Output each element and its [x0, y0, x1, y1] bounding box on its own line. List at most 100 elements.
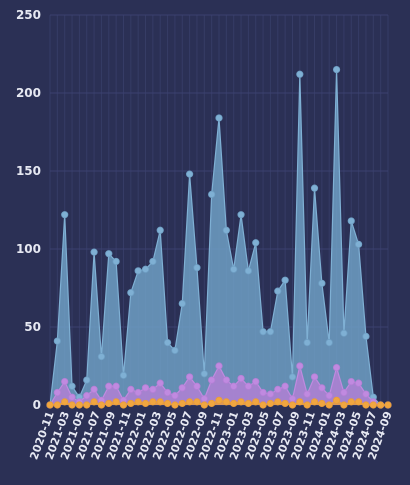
- data-point: [252, 398, 260, 406]
- data-point: [112, 398, 120, 406]
- series-0: [46, 66, 392, 409]
- data-point: [325, 338, 333, 347]
- data-point: [318, 384, 326, 392]
- data-point: [288, 401, 297, 409]
- data-point: [97, 401, 106, 409]
- data-point: [215, 362, 223, 370]
- y-tick-label: 50: [24, 320, 41, 334]
- data-point: [149, 385, 157, 393]
- data-point: [61, 377, 69, 386]
- data-point: [186, 373, 194, 381]
- data-point: [252, 377, 260, 386]
- data-point: [90, 385, 98, 393]
- data-point: [237, 211, 245, 219]
- data-point: [200, 401, 208, 409]
- y-tick-label: 250: [16, 8, 41, 22]
- data-point: [303, 401, 311, 409]
- series-area: [50, 366, 388, 405]
- data-point: [178, 299, 186, 308]
- data-point: [222, 376, 230, 384]
- data-point: [193, 398, 201, 406]
- data-point: [230, 382, 238, 390]
- data-point: [296, 398, 304, 406]
- data-point: [318, 399, 326, 408]
- data-point: [68, 382, 76, 390]
- data-point: [163, 399, 172, 408]
- data-point: [215, 396, 223, 404]
- data-point: [222, 398, 230, 406]
- data-point: [296, 362, 304, 370]
- y-tick-label: 100: [16, 242, 41, 256]
- data-point: [178, 384, 186, 392]
- data-point: [266, 390, 275, 398]
- data-point: [347, 377, 355, 386]
- data-point: [259, 388, 267, 397]
- data-point: [53, 388, 61, 397]
- data-point: [200, 395, 208, 403]
- data-point: [252, 239, 260, 247]
- data-point: [288, 395, 297, 403]
- data-point: [215, 114, 223, 122]
- data-point: [171, 346, 179, 354]
- data-point: [61, 211, 69, 219]
- data-point: [156, 379, 164, 387]
- data-point: [259, 401, 267, 409]
- data-point: [377, 401, 385, 409]
- data-point: [274, 287, 282, 295]
- data-point: [208, 399, 216, 408]
- data-point: [266, 328, 275, 336]
- data-point: [134, 388, 142, 397]
- data-point: [105, 399, 113, 408]
- data-point: [332, 363, 341, 372]
- data-point: [75, 401, 83, 409]
- data-point: [46, 401, 54, 409]
- data-point: [163, 388, 172, 397]
- data-point: [112, 257, 120, 266]
- data-point: [296, 70, 304, 78]
- series-2: [46, 396, 392, 409]
- data-point: [186, 170, 194, 178]
- data-point: [369, 401, 377, 409]
- data-point: [340, 401, 348, 409]
- data-point: [340, 329, 348, 337]
- data-point: [222, 226, 230, 234]
- data-point: [134, 267, 142, 275]
- data-point: [112, 382, 120, 390]
- data-point: [156, 398, 164, 406]
- data-point: [200, 370, 208, 378]
- data-point: [303, 390, 311, 398]
- data-point: [163, 338, 172, 347]
- series-layer: [46, 66, 392, 409]
- data-point: [318, 279, 326, 287]
- data-point: [266, 399, 275, 408]
- data-point: [362, 390, 370, 398]
- data-point: [230, 265, 238, 273]
- data-point: [119, 371, 128, 379]
- data-point: [355, 398, 363, 406]
- data-point: [274, 398, 282, 406]
- data-point: [90, 248, 98, 256]
- y-tick-label: 150: [16, 164, 41, 178]
- data-point: [149, 257, 157, 266]
- data-point: [384, 401, 392, 409]
- data-point: [281, 382, 289, 390]
- data-point: [355, 379, 363, 387]
- data-point: [237, 398, 245, 406]
- data-point: [325, 401, 333, 409]
- data-point: [83, 392, 91, 400]
- data-point: [171, 392, 179, 400]
- data-point: [281, 399, 289, 408]
- data-point: [362, 332, 370, 340]
- data-point: [332, 66, 341, 74]
- data-point: [90, 398, 98, 406]
- data-point: [325, 392, 333, 400]
- data-point: [259, 328, 267, 336]
- data-point: [105, 250, 113, 258]
- data-point: [310, 398, 319, 406]
- data-point: [208, 376, 216, 384]
- data-point: [186, 398, 194, 406]
- data-point: [347, 398, 355, 406]
- data-point: [347, 217, 355, 225]
